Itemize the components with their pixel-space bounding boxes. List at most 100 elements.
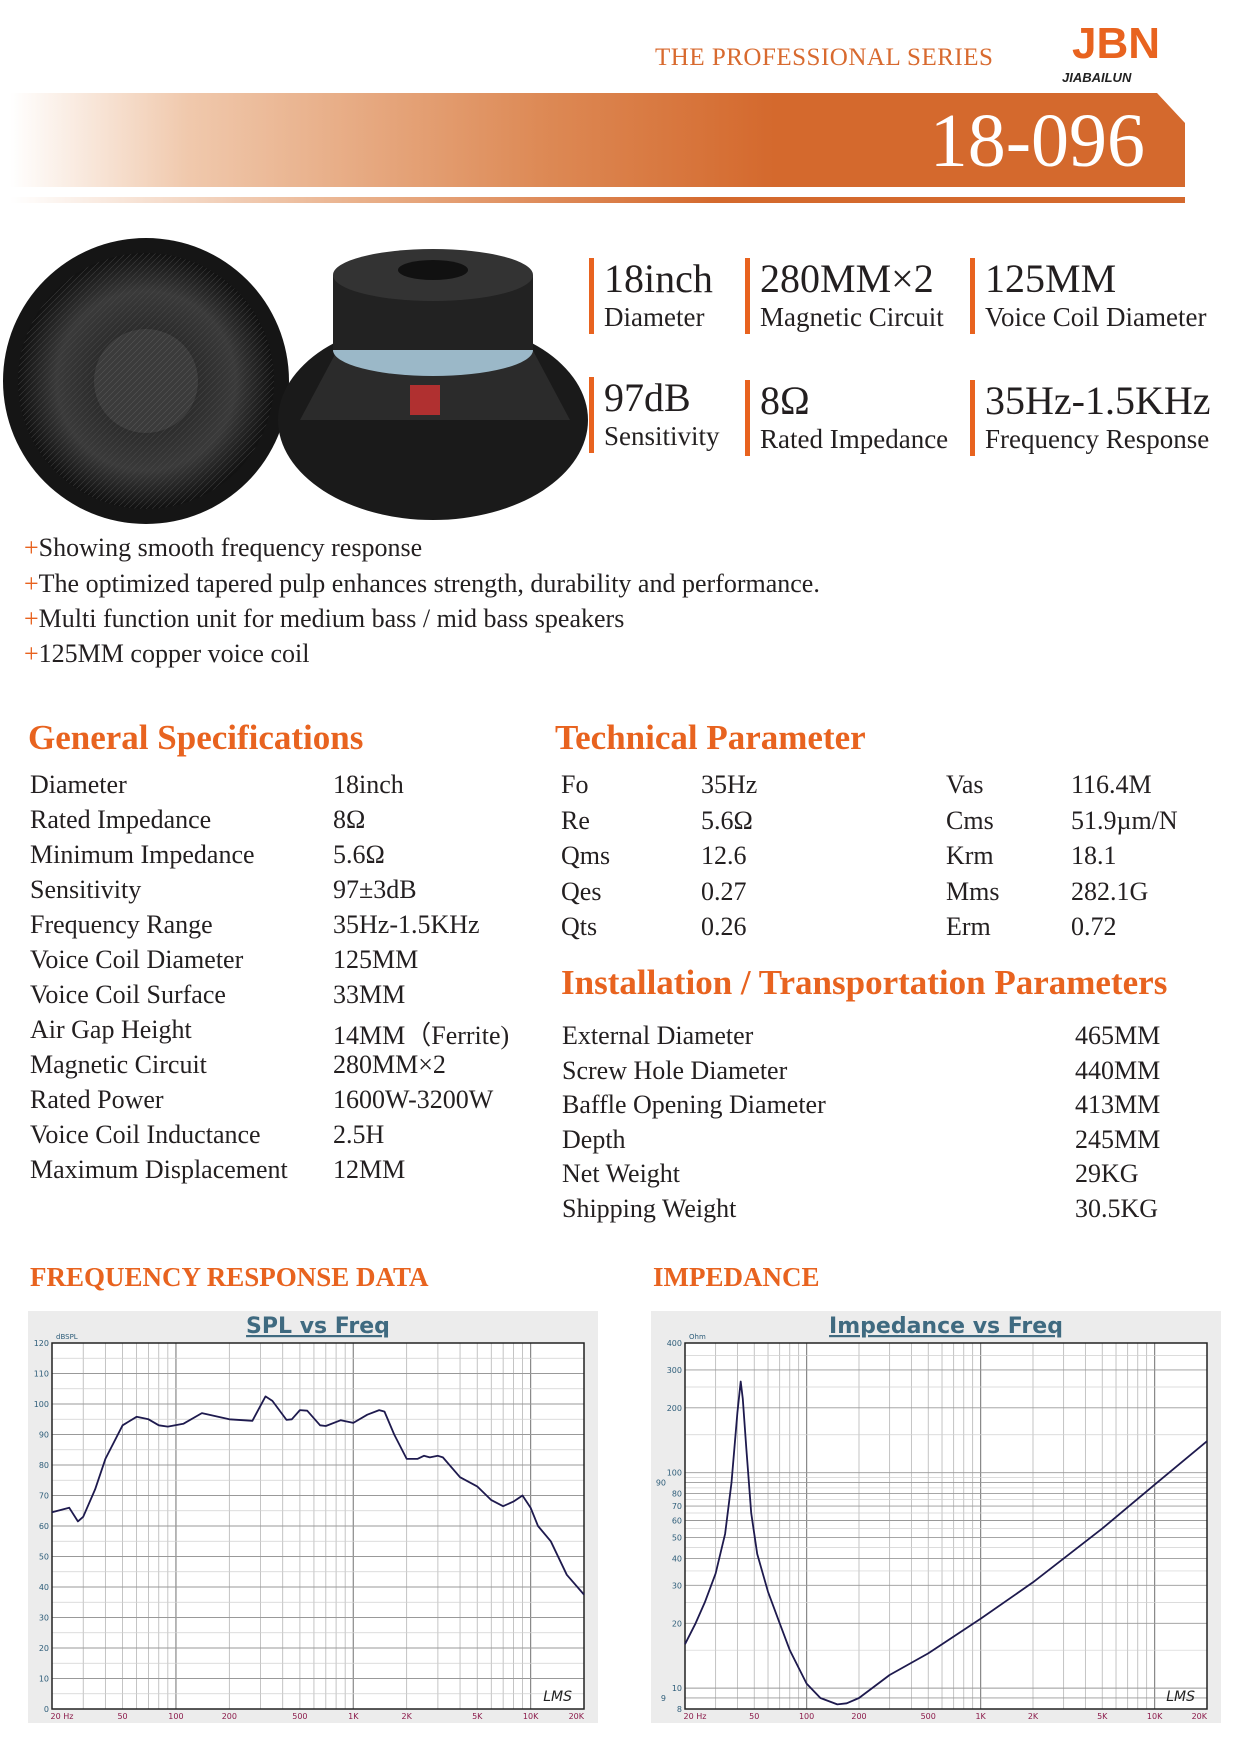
y-tick-label: 60 (39, 1522, 49, 1531)
y-tick-label: 50 (672, 1534, 682, 1543)
install-value: 245MM (1075, 1124, 1161, 1154)
y-tick-label: 10 (39, 1675, 49, 1684)
key-spec-label: Frequency Response (985, 424, 1210, 454)
install-value: 440MM (1075, 1055, 1161, 1085)
y-tick-label: 120 (34, 1339, 49, 1348)
y-tick-label: 40 (39, 1583, 49, 1592)
y-tick-label: 100 (667, 1469, 682, 1478)
spec-label: Voice Coil Diameter (30, 945, 244, 974)
spec-label: Minimum Impedance (30, 840, 255, 869)
y-tick-label: 20 (39, 1644, 49, 1653)
brand-logo: JBN JIABAILUN (1060, 18, 1190, 86)
y-tick-label: 10 (672, 1684, 682, 1693)
series-title: THE PROFESSIONAL SERIES (655, 44, 994, 71)
key-spec-frequency: 35Hz-1.5KHz Frequency Response (970, 380, 1211, 456)
spec-value: 280MM×2 (333, 1050, 446, 1079)
key-spec-value: 125MM (985, 256, 1117, 301)
spec-label: Voice Coil Inductance (30, 1120, 261, 1149)
param-value: 51.9µm/N (1071, 805, 1178, 835)
plot-area (685, 1343, 1207, 1709)
install-value: 30.5KG (1075, 1193, 1159, 1223)
chart-title: SPL vs Freq (246, 1314, 390, 1339)
y-tick-label: 8 (677, 1705, 682, 1714)
install-label: External Diameter (562, 1021, 754, 1050)
x-tick-label: 1K (348, 1712, 359, 1721)
spec-label: Voice Coil Surface (30, 980, 226, 1009)
param-label: Erm (946, 912, 991, 941)
install-label: Baffle Opening Diameter (562, 1090, 826, 1119)
param-label: Mms (946, 876, 1000, 906)
y-tick-label: 200 (667, 1404, 682, 1413)
y-tick-label: 60 (672, 1516, 682, 1525)
x-tick-label: 50 (117, 1712, 127, 1721)
x-tick-label: 100 (799, 1712, 814, 1721)
key-spec-label: Magnetic Circuit (760, 302, 944, 332)
technical-title: Technical Parameter (555, 718, 866, 757)
y-tick-label: 90 (656, 1479, 666, 1488)
y-tick-label: 100 (34, 1400, 49, 1409)
param-label: Vas (946, 770, 984, 799)
install-label: Screw Hole Diameter (562, 1055, 788, 1085)
y-tick-label: 20 (672, 1619, 682, 1628)
title-banner (10, 93, 1185, 187)
spec-value: 33MM (333, 980, 406, 1009)
model-number: 18-096 (929, 99, 1145, 183)
x-tick-label: 200 (851, 1712, 866, 1721)
spec-value: 35Hz-1.5KHz (333, 910, 480, 939)
x-tick-label: 1K (975, 1712, 986, 1721)
install-label: Shipping Weight (562, 1193, 737, 1223)
feature-text: Multi function unit for medium bass / mi… (38, 604, 625, 633)
param-value: 12.6 (701, 841, 747, 870)
param-label: Krm (946, 841, 994, 870)
param-value: 282.1G (1071, 876, 1149, 906)
install-label: Net Weight (562, 1159, 681, 1188)
x-tick-label: 5K (472, 1712, 483, 1721)
divider (10, 197, 1185, 203)
y-tick-label: 80 (39, 1461, 49, 1470)
key-spec-label: Diameter (604, 302, 705, 332)
param-value: 35Hz (701, 770, 758, 799)
x-tick-label: 20K (1192, 1712, 1208, 1721)
install-value: 465MM (1075, 1021, 1161, 1050)
feature-text: The optimized tapered pulp enhances stre… (38, 569, 820, 598)
install-label: Depth (562, 1124, 626, 1154)
x-tick-label: 500 (292, 1712, 307, 1721)
key-spec-label: Rated Impedance (760, 424, 949, 454)
y-tick-label: 9 (661, 1694, 666, 1703)
param-label: Re (561, 805, 590, 835)
param-label: Qts (561, 912, 598, 941)
spec-label: Frequency Range (30, 910, 213, 939)
spec-label: Air Gap Height (30, 1015, 192, 1044)
y-tick-label: 110 (34, 1370, 49, 1379)
spec-label: Diameter (30, 770, 127, 799)
lms-watermark: LMS (1166, 1689, 1195, 1705)
feature-text: 125MM copper voice coil (38, 639, 310, 668)
spec-label: Maximum Displacement (30, 1155, 288, 1184)
spec-value: 125MM (333, 945, 419, 974)
x-tick-label: 100 (168, 1712, 183, 1721)
param-value: 18.1 (1071, 841, 1117, 870)
param-value: 116.4M (1071, 770, 1152, 799)
x-tick-label: 2K (1028, 1712, 1039, 1721)
spec-value: 1600W-3200W (333, 1085, 494, 1114)
spec-label: Rated Impedance (30, 805, 212, 834)
spec-label: Rated Power (30, 1085, 164, 1114)
key-spec-impedance: 8Ω Rated Impedance (745, 380, 948, 456)
y-tick-label: 80 (672, 1490, 682, 1499)
key-spec-value: 35Hz-1.5KHz (985, 378, 1211, 423)
feature-item: +Showing smooth frequency response (24, 533, 422, 563)
y-tick-label: 40 (672, 1554, 682, 1563)
key-spec-value: 18inch (604, 256, 713, 301)
y-axis-label: Ohm (689, 1333, 706, 1341)
key-spec-voice-coil: 125MM Voice Coil Diameter (970, 258, 1206, 334)
y-tick-label: 30 (672, 1581, 682, 1590)
param-value: 0.72 (1071, 912, 1117, 941)
speaker-photo (0, 235, 590, 525)
feature-item: +125MM copper voice coil (24, 639, 309, 669)
param-value: 0.26 (701, 912, 747, 941)
plus-icon: + (24, 569, 39, 598)
x-tick-label: 20 Hz (684, 1712, 707, 1721)
spec-label: Magnetic Circuit (30, 1050, 207, 1079)
key-spec-magnetic: 280MM×2 Magnetic Circuit (745, 258, 944, 334)
spec-value: 8Ω (333, 805, 366, 834)
